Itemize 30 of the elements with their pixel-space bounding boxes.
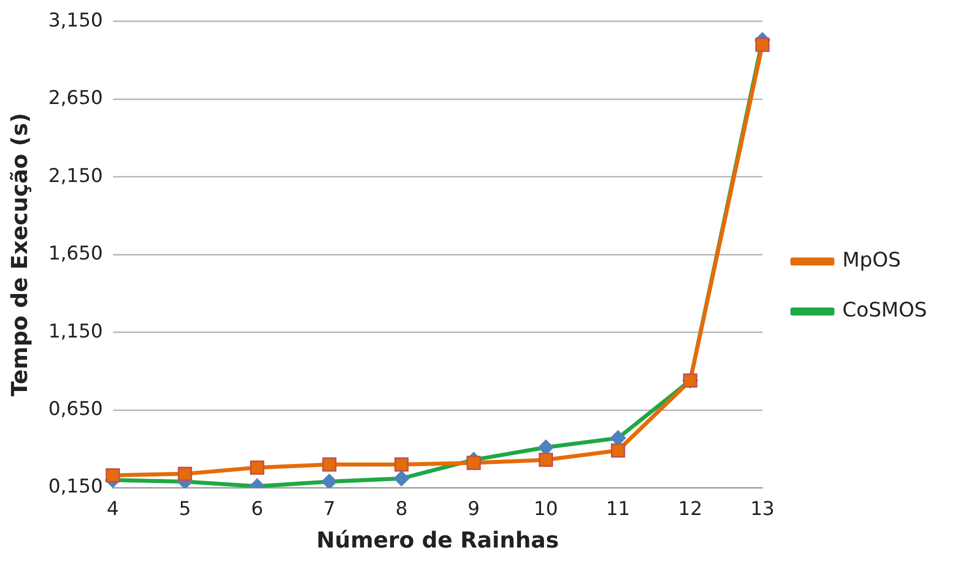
x-axis-title: Número de Rainhas <box>316 528 559 554</box>
y-tick-label: 1,150 <box>48 320 103 342</box>
x-tick-label: 6 <box>251 498 264 520</box>
x-tick-label: 12 <box>678 498 702 520</box>
x-tick-label: 11 <box>606 498 630 520</box>
y-tick-label: 1,650 <box>48 242 103 265</box>
y-tick-label: 0,150 <box>48 476 103 498</box>
point <box>538 452 553 467</box>
point <box>178 466 192 481</box>
point <box>322 457 336 472</box>
point <box>106 468 120 482</box>
x-tick-label: 13 <box>750 498 775 520</box>
x-tick-label: 10 <box>534 498 558 520</box>
point <box>394 457 409 472</box>
y-tick-label: 3,150 <box>48 9 103 32</box>
point <box>250 460 264 475</box>
point <box>755 38 770 52</box>
x-tick-label: 7 <box>323 498 336 520</box>
point <box>610 443 626 458</box>
x-tick-label: 5 <box>178 498 192 520</box>
y-axis-title: Tempo de Execução (s) <box>8 112 33 396</box>
y-tick-label: 2,650 <box>48 87 103 110</box>
x-tick-label: 9 <box>468 498 480 520</box>
y-tick-label: 0,650 <box>48 398 103 420</box>
point <box>466 456 481 470</box>
x-tick-label: 8 <box>395 498 408 520</box>
legend-label: MpOS <box>842 248 901 272</box>
legend-label: CoSMOS <box>842 298 928 322</box>
y-tick-label: 2,150 <box>48 164 103 187</box>
x-tick-label: 4 <box>106 498 119 520</box>
